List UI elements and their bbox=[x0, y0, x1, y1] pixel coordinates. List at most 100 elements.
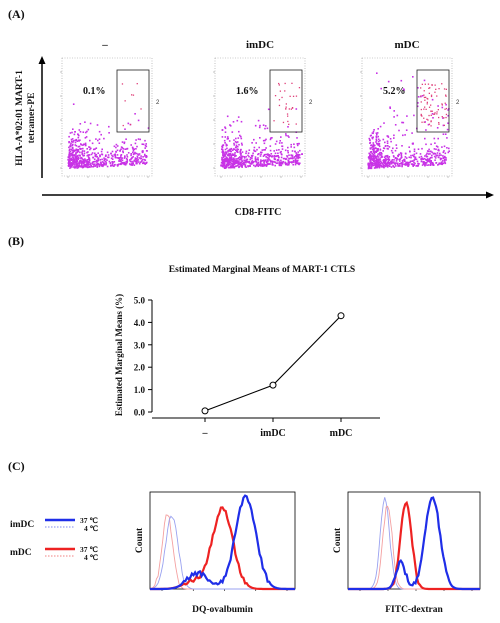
event-dot bbox=[234, 162, 236, 164]
event-dot bbox=[402, 163, 404, 165]
event-dot bbox=[266, 161, 268, 164]
event-dot bbox=[76, 160, 79, 163]
event-dot bbox=[132, 148, 134, 150]
event-dot bbox=[247, 165, 249, 167]
event-dot bbox=[113, 161, 116, 163]
event-dot bbox=[372, 153, 374, 156]
event-dot bbox=[89, 139, 91, 142]
event-dot bbox=[229, 165, 232, 168]
gated-dot bbox=[285, 103, 287, 105]
event-dot bbox=[86, 148, 88, 150]
event-dot bbox=[127, 152, 130, 154]
event-dot bbox=[392, 165, 394, 167]
event-dot bbox=[417, 162, 419, 165]
event-dot bbox=[116, 149, 119, 152]
event-dot bbox=[386, 154, 389, 157]
event-dot bbox=[142, 156, 144, 158]
event-dot bbox=[140, 157, 142, 160]
event-dot bbox=[239, 162, 242, 165]
event-dot bbox=[240, 120, 243, 123]
event-dot bbox=[254, 160, 257, 162]
event-dot bbox=[234, 159, 237, 162]
event-dot bbox=[76, 154, 78, 157]
event-dot bbox=[245, 152, 247, 155]
event-dot bbox=[237, 160, 239, 162]
event-dot bbox=[235, 144, 238, 147]
gated-dot bbox=[420, 101, 422, 103]
event-dot bbox=[370, 158, 372, 160]
event-dot bbox=[145, 155, 148, 157]
event-dot bbox=[247, 160, 249, 163]
event-dot bbox=[111, 161, 113, 163]
event-dot bbox=[393, 166, 396, 168]
event-dot bbox=[228, 166, 230, 169]
event-dot bbox=[380, 87, 382, 90]
gated-dot bbox=[438, 123, 440, 125]
event-dot bbox=[224, 163, 226, 165]
event-dot bbox=[285, 134, 287, 137]
gated-dot bbox=[445, 95, 447, 97]
event-dot bbox=[423, 157, 426, 160]
event-dot bbox=[409, 150, 411, 153]
event-dot bbox=[86, 163, 88, 165]
event-dot bbox=[272, 164, 274, 166]
event-dot bbox=[223, 155, 226, 157]
event-dot bbox=[223, 158, 225, 161]
event-dot bbox=[390, 166, 393, 168]
event-dot bbox=[274, 164, 276, 167]
event-dot bbox=[274, 155, 277, 157]
event-dot bbox=[371, 145, 374, 148]
event-dot bbox=[367, 163, 369, 166]
event-dot bbox=[122, 151, 124, 154]
event-dot bbox=[369, 162, 372, 164]
x-arrowhead bbox=[486, 191, 494, 199]
event-dot bbox=[399, 152, 402, 154]
event-dot bbox=[100, 162, 102, 165]
event-dot bbox=[94, 155, 97, 158]
event-dot bbox=[376, 157, 378, 159]
event-dot bbox=[267, 108, 270, 111]
event-dot bbox=[433, 155, 436, 158]
event-dot bbox=[275, 162, 278, 164]
event-dot bbox=[387, 148, 389, 150]
event-dot bbox=[68, 135, 70, 138]
event-dot bbox=[233, 165, 235, 168]
event-dot bbox=[236, 141, 239, 143]
event-dot bbox=[80, 156, 83, 159]
event-dot bbox=[377, 140, 380, 143]
event-dot bbox=[286, 156, 289, 158]
event-dot bbox=[79, 157, 81, 159]
event-dot bbox=[143, 161, 145, 164]
event-dot bbox=[259, 151, 262, 154]
event-dot bbox=[78, 165, 81, 168]
event-dot bbox=[231, 160, 234, 162]
event-dot bbox=[259, 155, 262, 157]
event-dot bbox=[282, 157, 285, 160]
event-dot bbox=[275, 149, 278, 151]
gated-dot bbox=[287, 120, 289, 123]
panel-b-label: (B) bbox=[8, 234, 24, 248]
gate-percent: 5.2% bbox=[383, 86, 406, 97]
event-dot bbox=[414, 162, 416, 165]
event-dot bbox=[96, 166, 98, 168]
event-dot bbox=[79, 123, 82, 125]
event-dot bbox=[77, 139, 80, 142]
gated-dot bbox=[136, 83, 138, 85]
event-dot bbox=[245, 155, 247, 158]
event-dot bbox=[382, 138, 385, 141]
event-dot bbox=[289, 161, 291, 163]
event-dot bbox=[267, 160, 269, 163]
event-dot bbox=[278, 163, 281, 165]
event-dot bbox=[263, 161, 265, 163]
histogram-trace bbox=[149, 515, 295, 590]
event-dot bbox=[130, 163, 133, 166]
event-dot bbox=[249, 156, 252, 159]
event-dot bbox=[77, 136, 80, 139]
event-dot bbox=[81, 151, 83, 154]
event-dot bbox=[138, 154, 140, 156]
event-dot bbox=[232, 154, 235, 156]
event-dot bbox=[413, 159, 415, 161]
event-dot bbox=[388, 146, 391, 148]
event-dot bbox=[370, 144, 372, 147]
event-dot bbox=[74, 144, 77, 146]
